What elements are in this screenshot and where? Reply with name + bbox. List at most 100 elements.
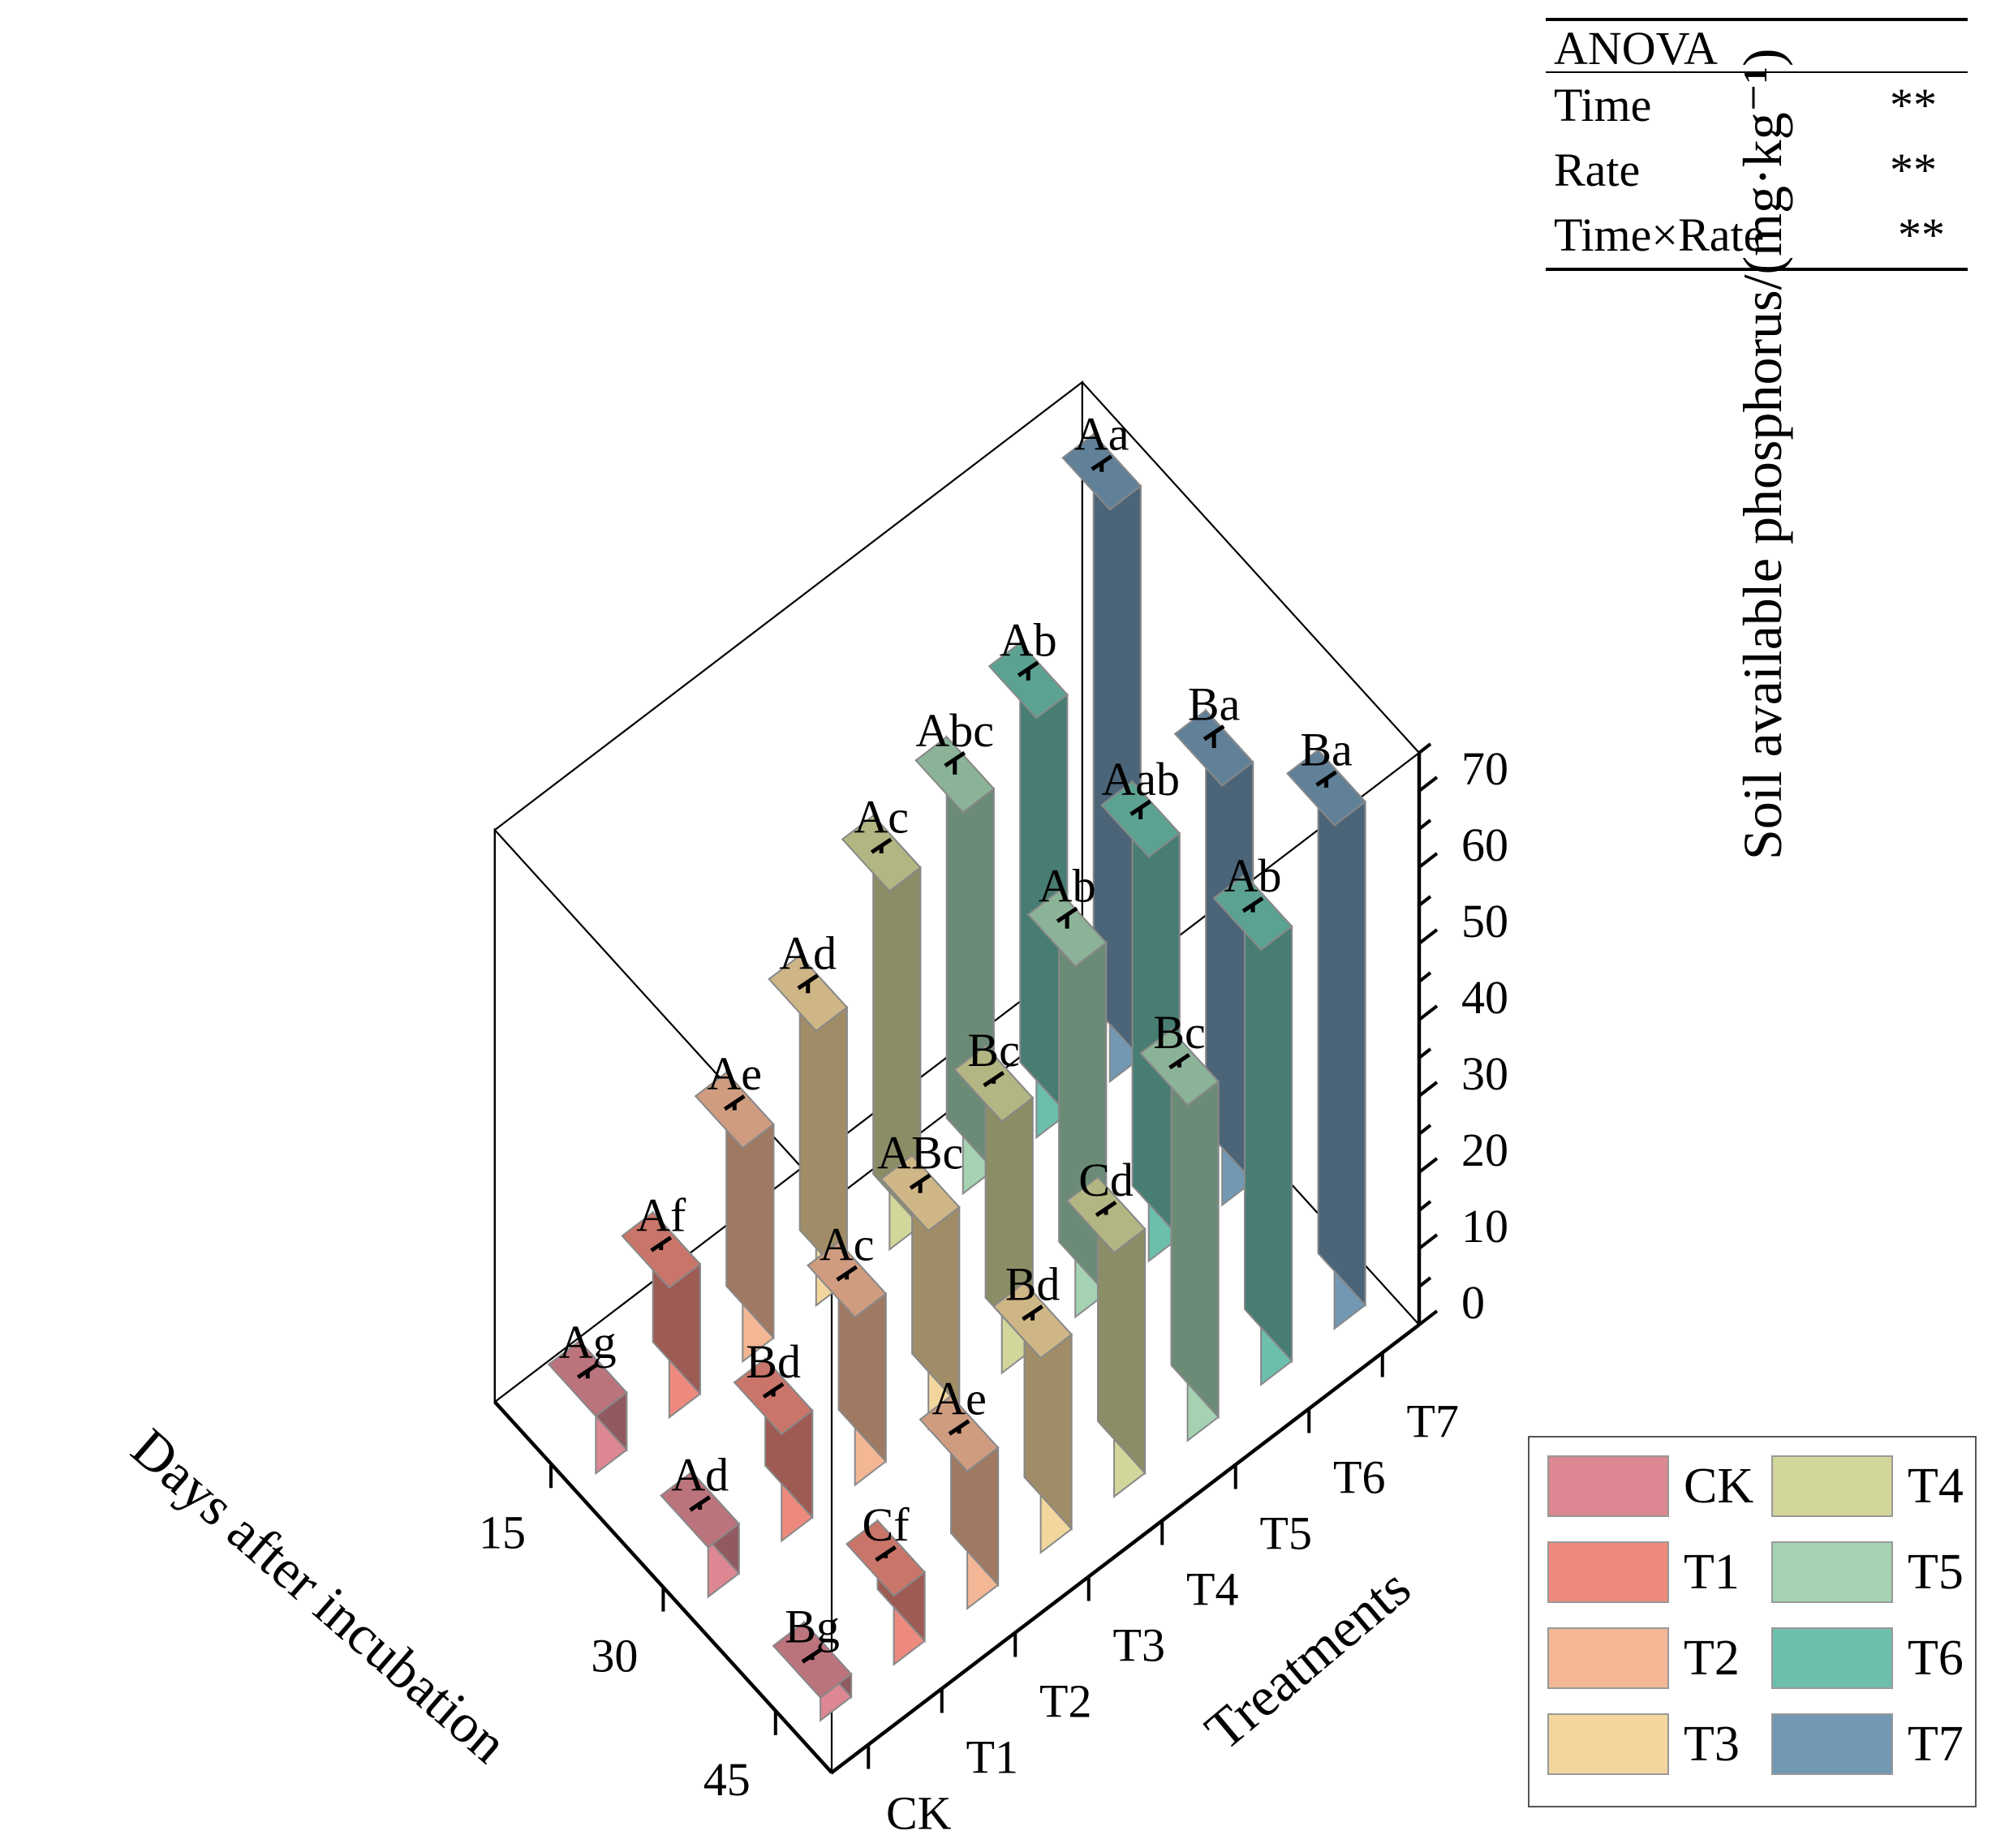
error-cap [875,1545,897,1562]
legend-item-t7: T7 [1771,1713,1964,1775]
significance-label: Aa [1074,407,1129,460]
significance-label: Ba [1188,677,1240,730]
error-cap [1017,660,1039,677]
chart-axes: CK T1 T2 T3 T4 T5 T6 T7 45 30 15 0 10 20 30 40 50 60 70 [479,742,1508,1840]
x-tick-label: T3 [1113,1619,1165,1672]
significance-label: Ad [779,926,837,979]
bar: Bg [772,1601,853,1722]
error-cap [1315,770,1337,787]
bar: Af [621,1188,702,1420]
legend-item-t4: T4 [1771,1455,1964,1517]
legend-swatch-t5 [1771,1541,1893,1603]
significance-label: Aab [1101,753,1180,806]
bar-top-face [1100,780,1181,858]
significance-label: Ab [1000,614,1057,667]
error-cap [944,750,966,768]
error-cap [1203,724,1225,741]
anova-sig-rate: ** [1890,144,1937,196]
error-cap [1241,896,1264,913]
bar-top-face [953,1045,1035,1123]
legend-label-t1: T1 [1684,1544,1740,1600]
z-tick [1418,928,1439,945]
z-tick [1418,1309,1439,1326]
anova-factor-time: Time [1554,79,1652,131]
y-tick-label: 45 [703,1753,751,1806]
error-cap [948,1419,970,1436]
z-tick-label: 70 [1461,742,1508,795]
bar: Ac [841,791,922,1252]
bar-group: AaAbAbcAcAdAeAfAgBaAabAbBcABcAcBdAdBaAbB… [547,407,1367,1722]
bar: Abc [914,704,996,1196]
z-tick-label: 20 [1461,1124,1508,1176]
bar-side-face [1317,747,1366,1308]
legend-label-ck: CK [1684,1458,1754,1514]
anova-factor-interaction: Time×Rate [1554,208,1765,261]
legend-label-t6: T6 [1908,1630,1964,1686]
z-tick [1418,776,1439,793]
z-minor-tick [1418,895,1432,907]
anova-row: Time ** [1546,73,1968,138]
error-cap [870,837,893,854]
bar: Aa [1061,407,1142,1084]
bar: Ab [987,614,1069,1140]
z-tick-label: 40 [1461,971,1508,1024]
bar-side-face [1244,872,1293,1364]
bar: Bd [733,1335,814,1543]
z-tick-label: 50 [1461,895,1508,948]
significance-label: Bc [967,1024,1019,1077]
significance-label: Bc [1153,1006,1205,1059]
z-tick-label: 10 [1461,1200,1508,1253]
significance-label: Ad [671,1448,729,1501]
significance-label: Ac [854,791,909,844]
error-cap [576,1362,599,1379]
legend-swatch-t7 [1771,1713,1893,1775]
bar: Ad [660,1448,741,1599]
legend-item-ck: CK [1547,1455,1753,1517]
error-cap [1129,799,1152,816]
anova-title: ANOVA [1554,22,1718,75]
anova-bottom-rule [1546,268,1968,271]
bar: Cd [1065,1154,1147,1498]
bar: Bd [992,1257,1073,1554]
error-cap [909,1173,931,1190]
z-minor-tick [1418,1124,1432,1136]
z-tick [1418,852,1439,869]
legend-swatch-t2 [1547,1627,1669,1689]
error-cap [1091,454,1113,471]
anova-sig-time: ** [1890,79,1937,131]
bar: Ae [919,1373,1000,1610]
legend-swatch-t6 [1771,1627,1893,1689]
y-tick-label: 30 [591,1630,638,1683]
bar: Ae [694,1047,775,1364]
error-cap [801,1647,824,1664]
z-minor-tick [1418,819,1432,831]
legend-item-t1: T1 [1547,1541,1740,1603]
z-tick-label: 30 [1461,1047,1508,1100]
error-cap [762,1382,785,1399]
significance-label: Ba [1300,724,1352,776]
significance-label: Cf [863,1498,910,1551]
error-cap [983,1071,1005,1088]
z-minor-tick [1418,1047,1432,1059]
x-tick-label: CK [886,1787,952,1840]
z-tick-label: 0 [1461,1276,1485,1329]
z-tick-label: 60 [1461,819,1508,871]
significance-label: Abc [915,704,994,757]
z-minor-tick [1418,1276,1432,1288]
z-axis-title: Soil available phosphorus/(mg·kg⁻¹) [1732,48,1793,860]
anova-header-rule [1546,71,1968,73]
bar: Ad [768,926,849,1308]
bar: Ba [1173,677,1254,1207]
error-cap [723,1094,746,1111]
significance-label: Ag [559,1316,617,1369]
anova-top-rule [1546,18,1968,21]
z-tick [1418,1004,1439,1021]
z-minor-tick [1418,1200,1432,1212]
significance-label: Ae [931,1373,987,1425]
significance-label: Ab [1039,860,1096,913]
error-cap [836,1265,858,1282]
z-minor-tick [1418,742,1432,754]
legend-label-t2: T2 [1684,1630,1740,1686]
significance-label: Af [636,1188,686,1241]
